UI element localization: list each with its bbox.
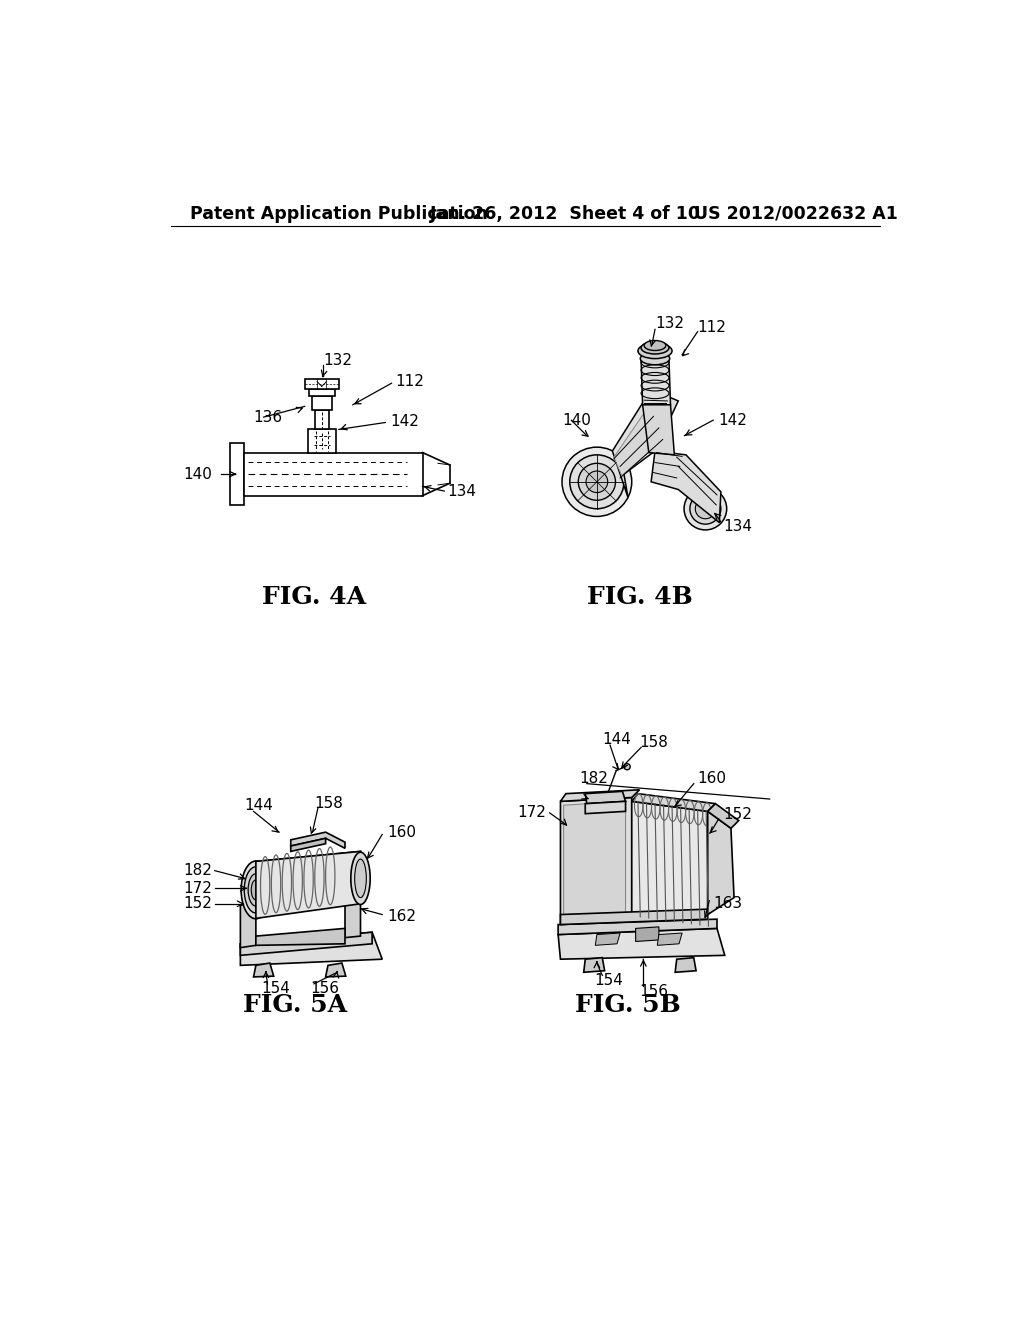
Ellipse shape xyxy=(351,853,371,904)
Text: 160: 160 xyxy=(697,771,727,785)
Polygon shape xyxy=(614,397,671,475)
Text: 152: 152 xyxy=(723,807,752,822)
Ellipse shape xyxy=(569,455,624,508)
Ellipse shape xyxy=(251,880,260,900)
Text: 144: 144 xyxy=(602,733,631,747)
Polygon shape xyxy=(241,932,382,965)
Text: 112: 112 xyxy=(697,321,726,335)
Polygon shape xyxy=(636,927,658,941)
Polygon shape xyxy=(560,909,708,924)
Text: 142: 142 xyxy=(390,414,419,429)
Text: FIG. 4A: FIG. 4A xyxy=(262,585,366,610)
Text: Patent Application Publication: Patent Application Publication xyxy=(190,205,487,223)
Text: 172: 172 xyxy=(183,880,212,896)
Polygon shape xyxy=(241,932,372,956)
Bar xyxy=(230,444,245,506)
Text: 162: 162 xyxy=(388,909,417,924)
Ellipse shape xyxy=(641,342,669,354)
Text: 156: 156 xyxy=(310,981,339,997)
Text: 134: 134 xyxy=(723,519,753,535)
Ellipse shape xyxy=(684,487,727,529)
Polygon shape xyxy=(708,804,738,829)
Ellipse shape xyxy=(640,352,670,364)
Polygon shape xyxy=(560,789,640,801)
Bar xyxy=(308,388,335,396)
Polygon shape xyxy=(241,902,256,948)
Ellipse shape xyxy=(624,763,630,770)
Polygon shape xyxy=(595,933,621,945)
Text: 152: 152 xyxy=(183,896,212,911)
Text: Jan. 26, 2012  Sheet 4 of 10: Jan. 26, 2012 Sheet 4 of 10 xyxy=(430,205,701,223)
Polygon shape xyxy=(584,958,604,973)
Text: 154: 154 xyxy=(261,981,290,997)
Polygon shape xyxy=(256,928,345,945)
Polygon shape xyxy=(586,801,626,813)
Ellipse shape xyxy=(690,494,721,524)
Polygon shape xyxy=(345,896,360,937)
Polygon shape xyxy=(291,838,326,851)
Text: FIG. 5A: FIG. 5A xyxy=(243,994,347,1018)
Text: FIG. 4B: FIG. 4B xyxy=(587,585,692,610)
Ellipse shape xyxy=(245,867,267,913)
Polygon shape xyxy=(326,964,346,977)
Ellipse shape xyxy=(354,859,367,898)
Text: 140: 140 xyxy=(183,466,212,482)
Text: 144: 144 xyxy=(245,797,273,813)
Text: 142: 142 xyxy=(719,413,748,428)
Polygon shape xyxy=(641,359,671,405)
Polygon shape xyxy=(563,801,626,921)
Ellipse shape xyxy=(579,463,615,500)
Polygon shape xyxy=(558,928,725,960)
Text: 163: 163 xyxy=(713,896,742,911)
Polygon shape xyxy=(558,919,717,935)
Polygon shape xyxy=(632,793,716,812)
Polygon shape xyxy=(254,964,273,977)
Text: 134: 134 xyxy=(447,483,476,499)
Text: 132: 132 xyxy=(655,317,684,331)
Polygon shape xyxy=(291,832,345,849)
Text: 156: 156 xyxy=(640,983,669,999)
Text: 132: 132 xyxy=(324,352,352,368)
Bar xyxy=(308,429,336,453)
Ellipse shape xyxy=(248,874,263,906)
Ellipse shape xyxy=(241,861,270,919)
Ellipse shape xyxy=(644,341,666,351)
Text: 160: 160 xyxy=(388,825,417,840)
Bar xyxy=(314,411,329,429)
Ellipse shape xyxy=(638,343,672,359)
Text: 154: 154 xyxy=(595,973,624,989)
Text: 182: 182 xyxy=(579,771,608,785)
Text: 182: 182 xyxy=(183,863,212,878)
Text: US 2012/0022632 A1: US 2012/0022632 A1 xyxy=(693,205,898,223)
Polygon shape xyxy=(675,958,696,973)
Polygon shape xyxy=(586,792,626,804)
Text: 158: 158 xyxy=(314,796,343,812)
Polygon shape xyxy=(256,851,360,919)
Text: FIG. 5B: FIG. 5B xyxy=(575,994,681,1018)
Text: 158: 158 xyxy=(640,734,669,750)
Text: 172: 172 xyxy=(517,805,547,821)
Bar xyxy=(245,453,423,496)
Polygon shape xyxy=(643,405,675,455)
Text: 112: 112 xyxy=(395,374,424,389)
Text: 140: 140 xyxy=(562,413,591,428)
Text: 136: 136 xyxy=(254,409,283,425)
Bar xyxy=(305,379,339,388)
Ellipse shape xyxy=(586,471,607,492)
Polygon shape xyxy=(632,801,708,921)
Polygon shape xyxy=(560,797,632,924)
Polygon shape xyxy=(708,812,734,915)
Polygon shape xyxy=(657,933,682,945)
Polygon shape xyxy=(612,389,678,498)
Ellipse shape xyxy=(562,447,632,516)
Polygon shape xyxy=(256,851,360,874)
Bar xyxy=(311,396,332,411)
Ellipse shape xyxy=(695,499,716,519)
Polygon shape xyxy=(651,451,721,523)
